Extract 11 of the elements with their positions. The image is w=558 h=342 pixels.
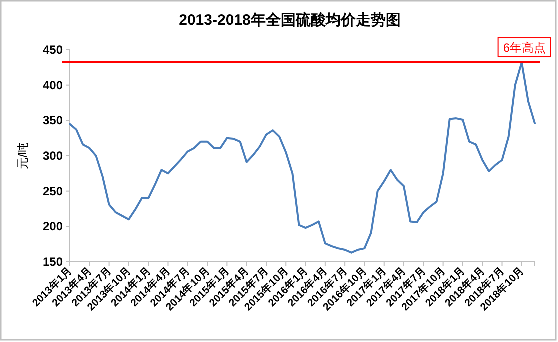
y-tick-label: 250 — [42, 184, 64, 198]
y-tick-label: 400 — [42, 78, 64, 92]
y-tick-label: 300 — [42, 149, 64, 163]
y-axis-title: 元/吨 — [16, 142, 30, 170]
ref-line-label: 6年高点 — [503, 41, 546, 56]
chart-title: 2013-2018年全国硫酸均价走势图 — [179, 11, 401, 29]
y-tick-label: 200 — [42, 220, 64, 234]
y-tick-label: 450 — [42, 43, 64, 57]
y-tick-label: 350 — [42, 114, 64, 128]
y-tick-label: 150 — [42, 255, 64, 269]
line-series — [69, 62, 536, 254]
